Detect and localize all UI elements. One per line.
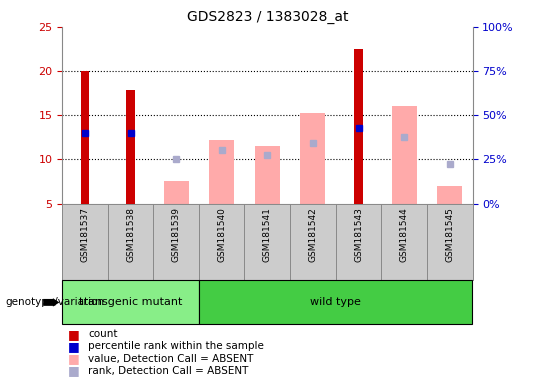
Bar	[354, 49, 362, 204]
Text: GSM181538: GSM181538	[126, 207, 135, 262]
Text: ■: ■	[68, 328, 79, 341]
Text: GSM181545: GSM181545	[445, 207, 454, 262]
Bar	[126, 91, 134, 204]
Bar	[255, 146, 280, 204]
Text: GSM181537: GSM181537	[80, 207, 90, 262]
Title: GDS2823 / 1383028_at: GDS2823 / 1383028_at	[186, 10, 348, 25]
Bar	[300, 113, 326, 204]
Text: rank, Detection Call = ABSENT: rank, Detection Call = ABSENT	[88, 366, 248, 376]
Bar	[199, 280, 472, 324]
Text: ■: ■	[68, 352, 79, 365]
Text: GSM181543: GSM181543	[354, 207, 363, 262]
Text: count: count	[88, 329, 118, 339]
Bar	[81, 71, 89, 204]
Bar	[392, 106, 417, 204]
Text: GSM181539: GSM181539	[172, 207, 180, 262]
Text: wild type: wild type	[310, 297, 361, 308]
Text: genotype/variation: genotype/variation	[5, 297, 105, 308]
Text: percentile rank within the sample: percentile rank within the sample	[88, 341, 264, 351]
Bar	[62, 280, 199, 324]
Text: GSM181542: GSM181542	[308, 207, 318, 262]
Bar	[437, 186, 462, 204]
Text: transgenic mutant: transgenic mutant	[79, 297, 182, 308]
Text: GSM181541: GSM181541	[263, 207, 272, 262]
Text: value, Detection Call = ABSENT: value, Detection Call = ABSENT	[88, 354, 253, 364]
Text: ■: ■	[68, 340, 79, 353]
Text: ■: ■	[68, 364, 79, 377]
Bar	[209, 140, 234, 204]
Text: GSM181544: GSM181544	[400, 207, 409, 262]
Text: GSM181540: GSM181540	[217, 207, 226, 262]
Bar	[164, 182, 188, 204]
